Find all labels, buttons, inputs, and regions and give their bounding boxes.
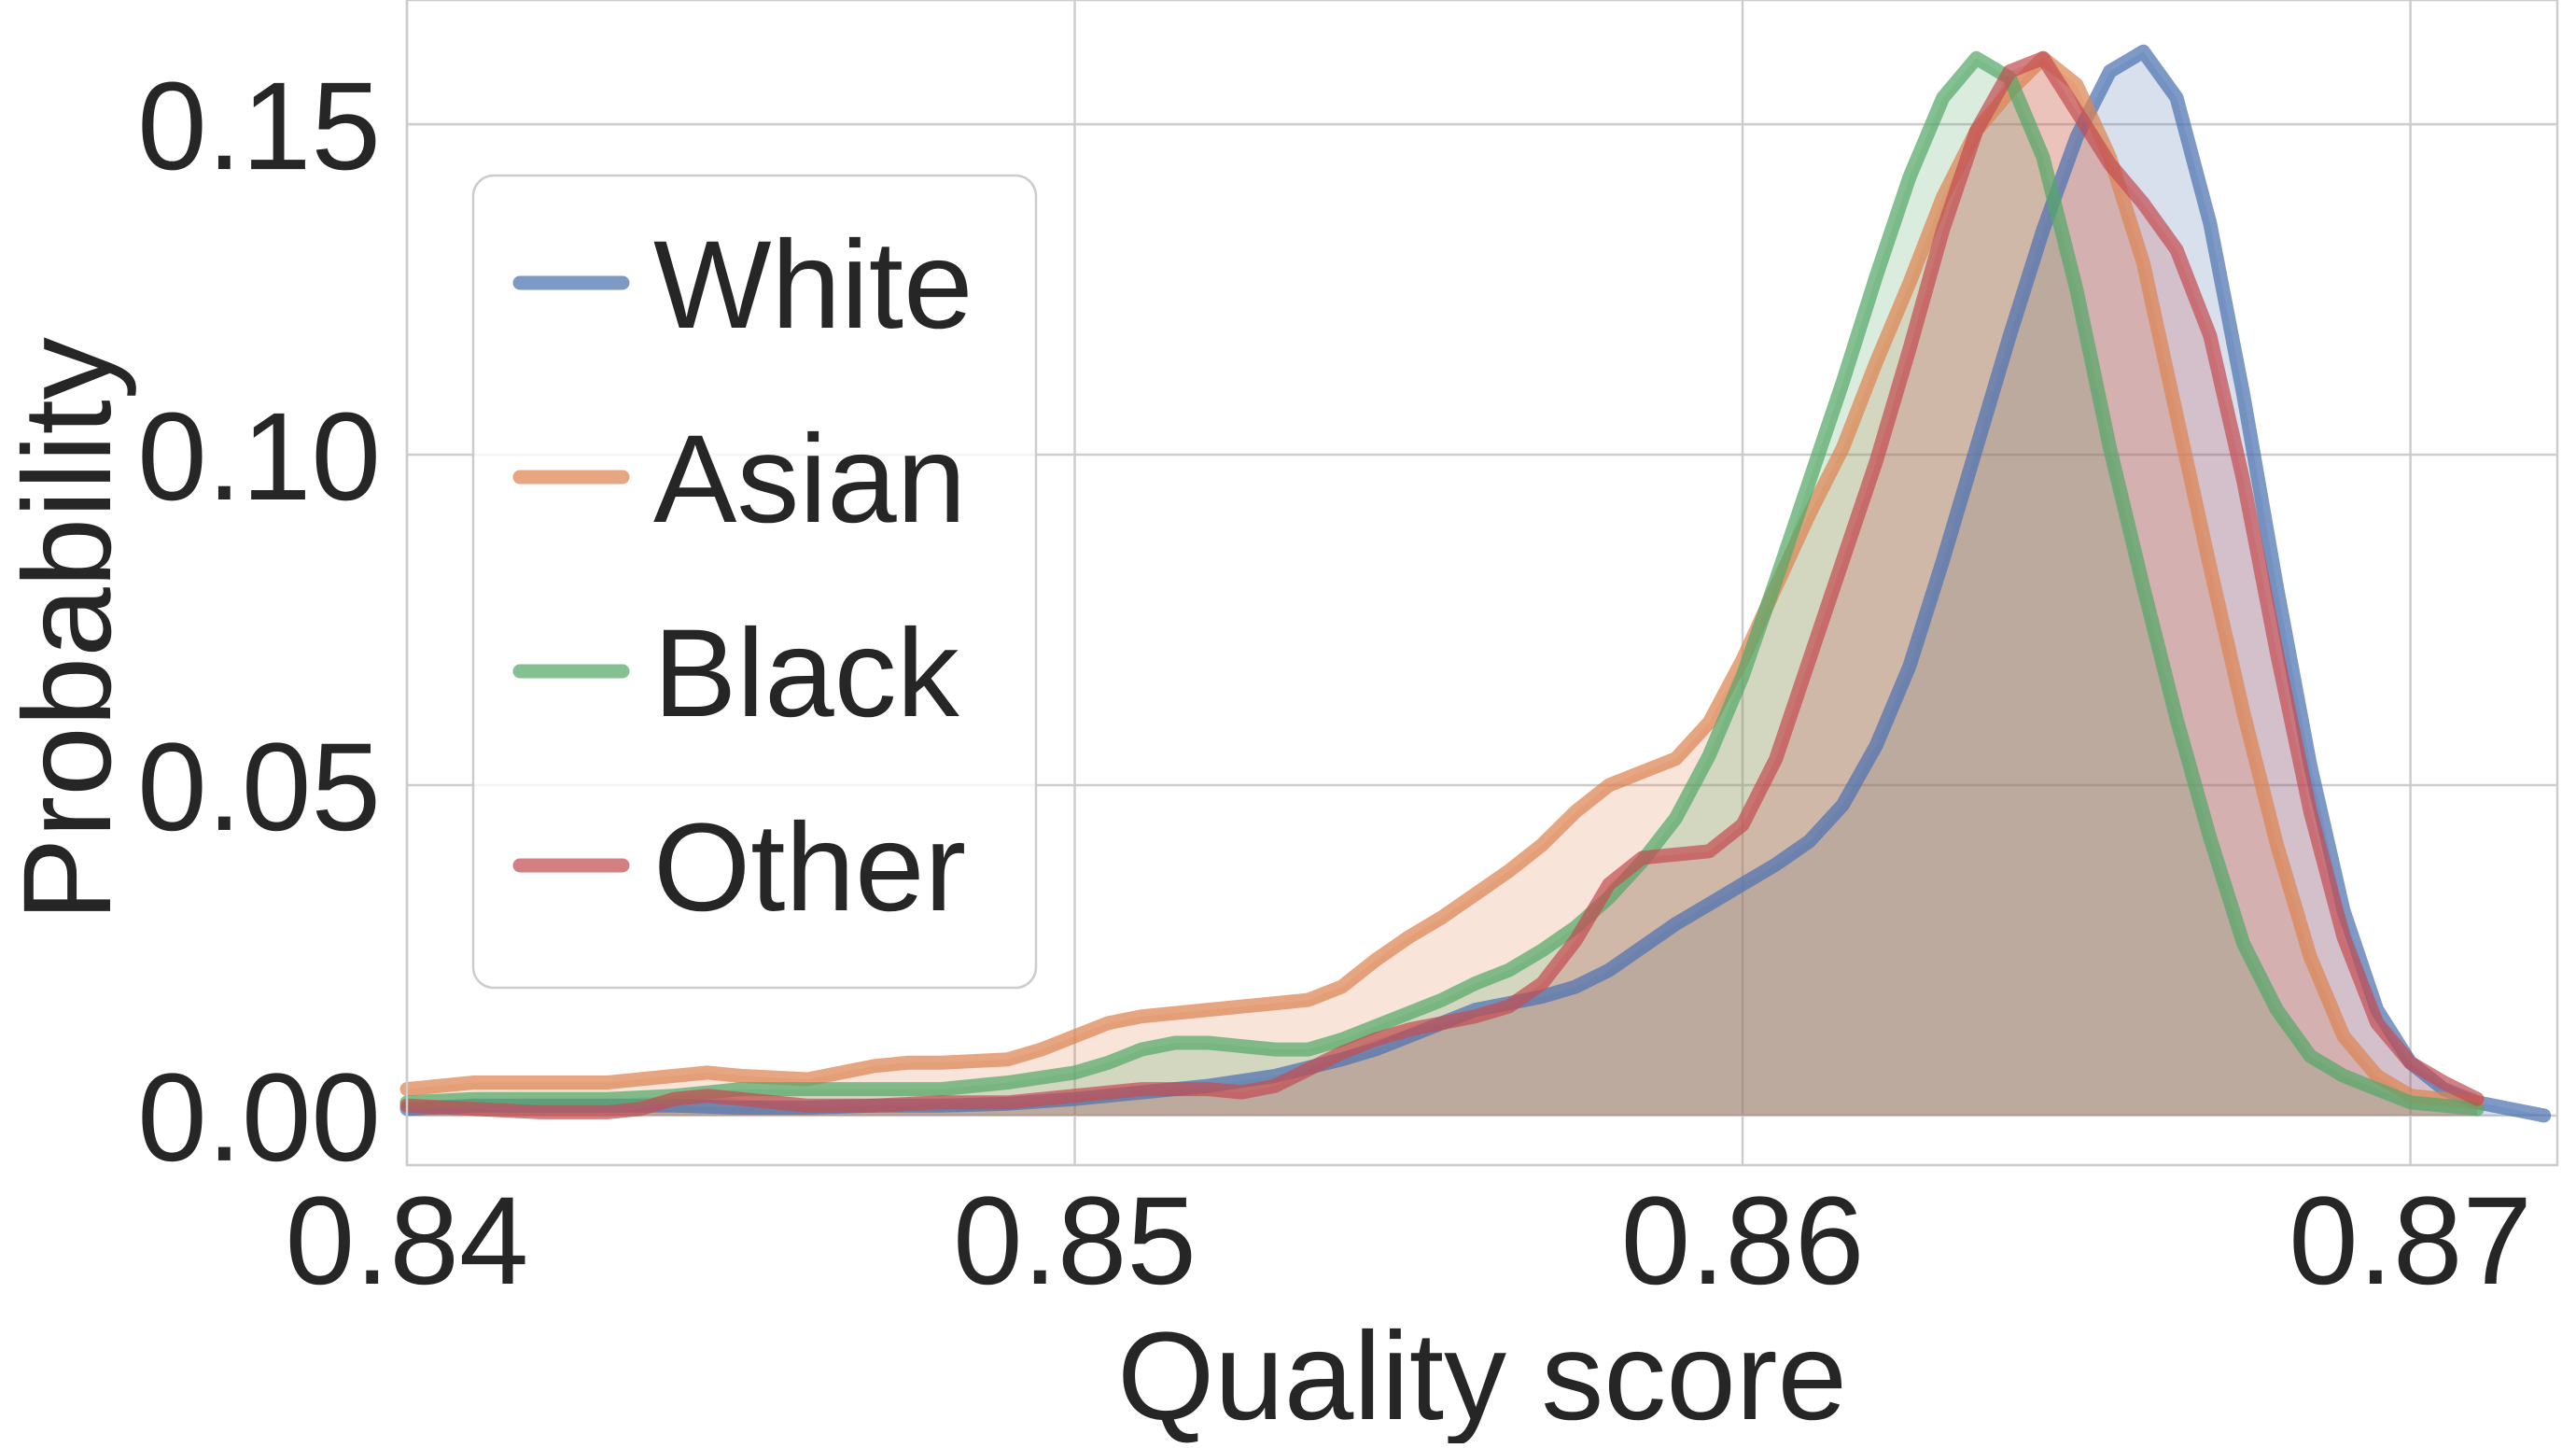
area-layer [407,51,2544,1116]
y-axis-label: Probability [0,337,137,921]
area-white [407,51,2544,1116]
legend-box [471,174,1038,990]
y-tick-label: 0.10 [137,387,381,527]
legend: White Asian Black Other [471,174,1038,990]
line-asian [399,50,2485,1110]
y-tick-labels: 0.00 0.05 0.10 0.15 [137,57,381,1188]
y-tick-label: 0.15 [137,57,381,196]
legend-label-white: White [653,216,973,355]
x-tick-label: 0.86 [1621,1172,1865,1311]
plot-frame [405,0,2559,1167]
area-other [407,58,2478,1116]
x-tick-label: 0.84 [286,1172,529,1311]
area-asian [407,58,2478,1116]
legend-label-black: Black [653,604,960,743]
line-layer [399,44,2552,1123]
y-tick-label: 0.05 [137,718,381,857]
x-axis-label: Quality score [1117,1307,1847,1443]
y-tick-label: 0.00 [137,1048,381,1188]
line-other [399,50,2485,1119]
legend-label-other: Other [653,798,966,937]
x-tick-label: 0.85 [953,1172,1197,1311]
legend-label-asian: Asian [653,410,966,549]
x-tick-label: 0.87 [2289,1172,2532,1311]
x-tick-labels: 0.84 0.85 0.86 0.87 [286,1172,2532,1311]
area-black [407,58,2478,1116]
